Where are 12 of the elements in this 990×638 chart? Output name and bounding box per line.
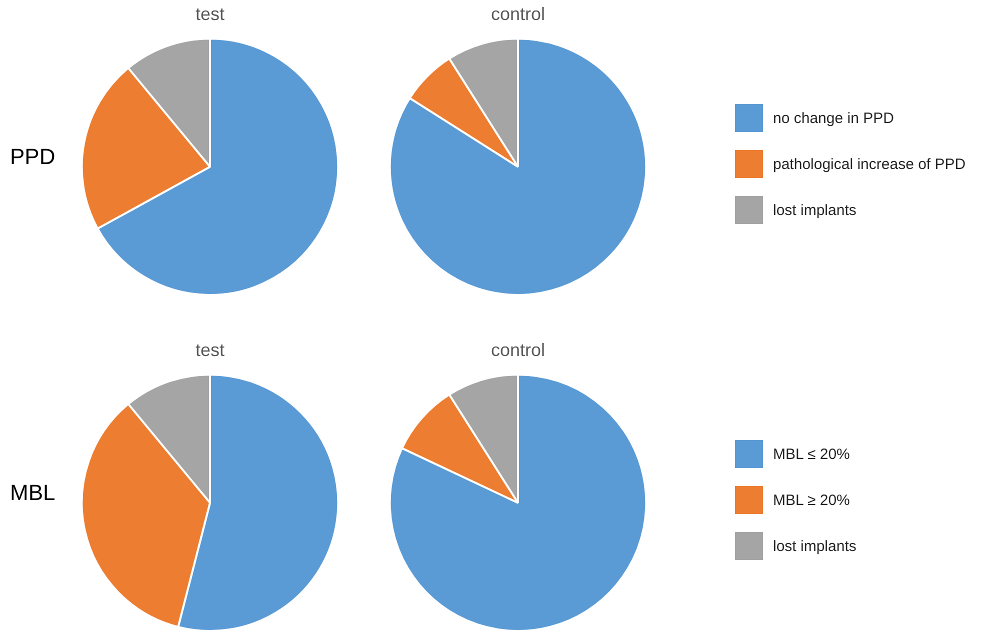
legend-label: pathological increase of PPD [773, 156, 966, 172]
legend-label: lost implants [773, 202, 856, 218]
chart-title: control [490, 4, 546, 24]
legend-label: no change in PPD [773, 110, 894, 126]
text: PPD [10, 144, 56, 170]
legend-label: lost implants [773, 538, 856, 554]
legend-label: MBL ≤ 20% [773, 446, 850, 462]
text: MBL [10, 480, 56, 506]
chart-title: control [490, 340, 546, 360]
chart-title: test [195, 340, 225, 360]
chart-title: test [195, 4, 225, 24]
legend-label: MBL ≥ 20% [773, 492, 850, 508]
